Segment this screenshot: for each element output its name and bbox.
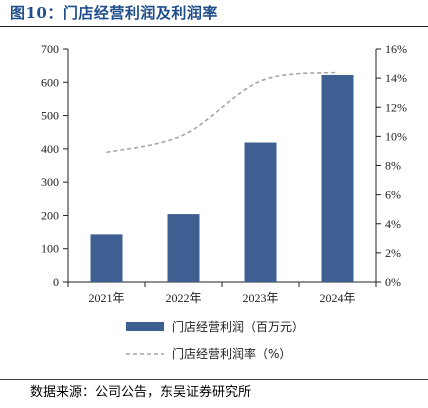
- right-tick-label: 14%: [385, 71, 407, 85]
- left-y-axis: 0 100 200 300 400 500 600 700: [41, 42, 69, 289]
- right-tick-label: 8%: [385, 159, 401, 173]
- bar: [321, 74, 354, 282]
- left-tick-label: 100: [41, 242, 59, 256]
- bar: [90, 234, 123, 282]
- right-tick-label: 4%: [385, 217, 401, 231]
- top-divider: [0, 26, 428, 27]
- line-series: [106, 71, 338, 154]
- combo-chart: 0 100 200 300 400 500 600 700 0% 2% 4% 6% 8% 10% 12% 1…: [41, 42, 407, 361]
- bar-series: [90, 74, 354, 282]
- legend: 门店经营利润（百万元） 门店经营利润率（%）: [126, 319, 304, 361]
- right-y-axis: 0% 2% 4% 6% 8% 10% 12% 14% 16%: [375, 42, 407, 289]
- left-tick-label: 500: [41, 109, 59, 123]
- x-tick-label: 2024年: [319, 291, 355, 305]
- legend-bar-swatch: [126, 322, 164, 331]
- source-note: 数据来源：公司公告，东吴证券研究所: [30, 385, 252, 400]
- x-tick-label: 2023年: [242, 291, 278, 305]
- right-tick-label: 2%: [385, 246, 401, 260]
- bar: [244, 142, 277, 282]
- right-tick-label: 10%: [385, 129, 407, 143]
- bottom-divider: [0, 379, 428, 380]
- left-tick-label: 400: [41, 142, 59, 156]
- left-tick-label: 200: [41, 208, 59, 222]
- bar: [167, 214, 200, 282]
- legend-line-label: 门店经营利润率（%）: [172, 346, 291, 361]
- right-tick-label: 6%: [385, 188, 401, 202]
- left-tick-label: 0: [53, 275, 59, 289]
- margin-line: [106, 71, 338, 154]
- x-tick-label: 2021年: [88, 291, 124, 305]
- left-tick-label: 600: [41, 75, 59, 89]
- chart-title: 图10：门店经营利润及利润率: [10, 4, 218, 22]
- x-tick-label: 2022年: [165, 291, 201, 305]
- right-tick-label: 16%: [385, 42, 407, 56]
- legend-bar-label: 门店经营利润（百万元）: [172, 319, 304, 334]
- left-tick-label: 700: [41, 42, 59, 56]
- right-tick-label: 0%: [385, 275, 401, 289]
- right-tick-label: 12%: [385, 100, 407, 114]
- x-axis: 2021年 2022年 2023年 2024年: [67, 281, 377, 305]
- left-tick-label: 300: [41, 175, 59, 189]
